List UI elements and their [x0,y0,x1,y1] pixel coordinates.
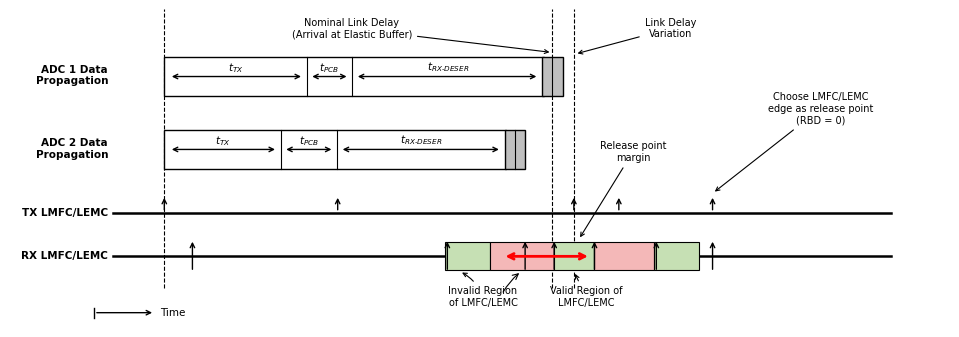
Text: Choose LMFC/LEMC
edge as release point
(RBD = 0): Choose LMFC/LEMC edge as release point (… [715,92,873,191]
Text: $t_{PCB}$: $t_{PCB}$ [319,61,339,75]
Text: $t_{PCB}$: $t_{PCB}$ [299,134,318,148]
Bar [554,242,594,270]
Text: $t_{TX}$: $t_{TX}$ [227,61,244,75]
Text: ADC 1 Data
Propagation: ADC 1 Data Propagation [35,65,108,87]
Bar [446,242,490,270]
Text: $t_{RX\text{-}DESER}$: $t_{RX\text{-}DESER}$ [401,133,443,147]
Bar [490,242,554,270]
Text: ADC 2 Data
Propagation: ADC 2 Data Propagation [35,139,108,160]
Bar [542,58,563,96]
Text: Invalid Region
of LMFC/LEMC: Invalid Region of LMFC/LEMC [449,273,518,308]
Text: Release point
margin: Release point margin [580,141,667,236]
Text: $t_{RX\text{-}DESER}$: $t_{RX\text{-}DESER}$ [427,60,469,74]
Bar [594,242,654,270]
Text: Nominal Link Delay
(Arrival at Elastic Buffer): Nominal Link Delay (Arrival at Elastic B… [292,18,549,54]
Bar [654,242,699,270]
Bar [164,58,544,96]
Text: $t_{TX}$: $t_{TX}$ [215,134,230,148]
Text: Time: Time [159,308,185,318]
Bar [164,130,506,168]
Text: Link Delay
Variation: Link Delay Variation [578,18,696,54]
Text: RX LMFC/LEMC: RX LMFC/LEMC [21,251,108,261]
Text: TX LMFC/LEMC: TX LMFC/LEMC [22,208,108,218]
Bar [504,130,526,168]
Text: Valid Region of
LMFC/LEMC: Valid Region of LMFC/LEMC [550,275,622,308]
